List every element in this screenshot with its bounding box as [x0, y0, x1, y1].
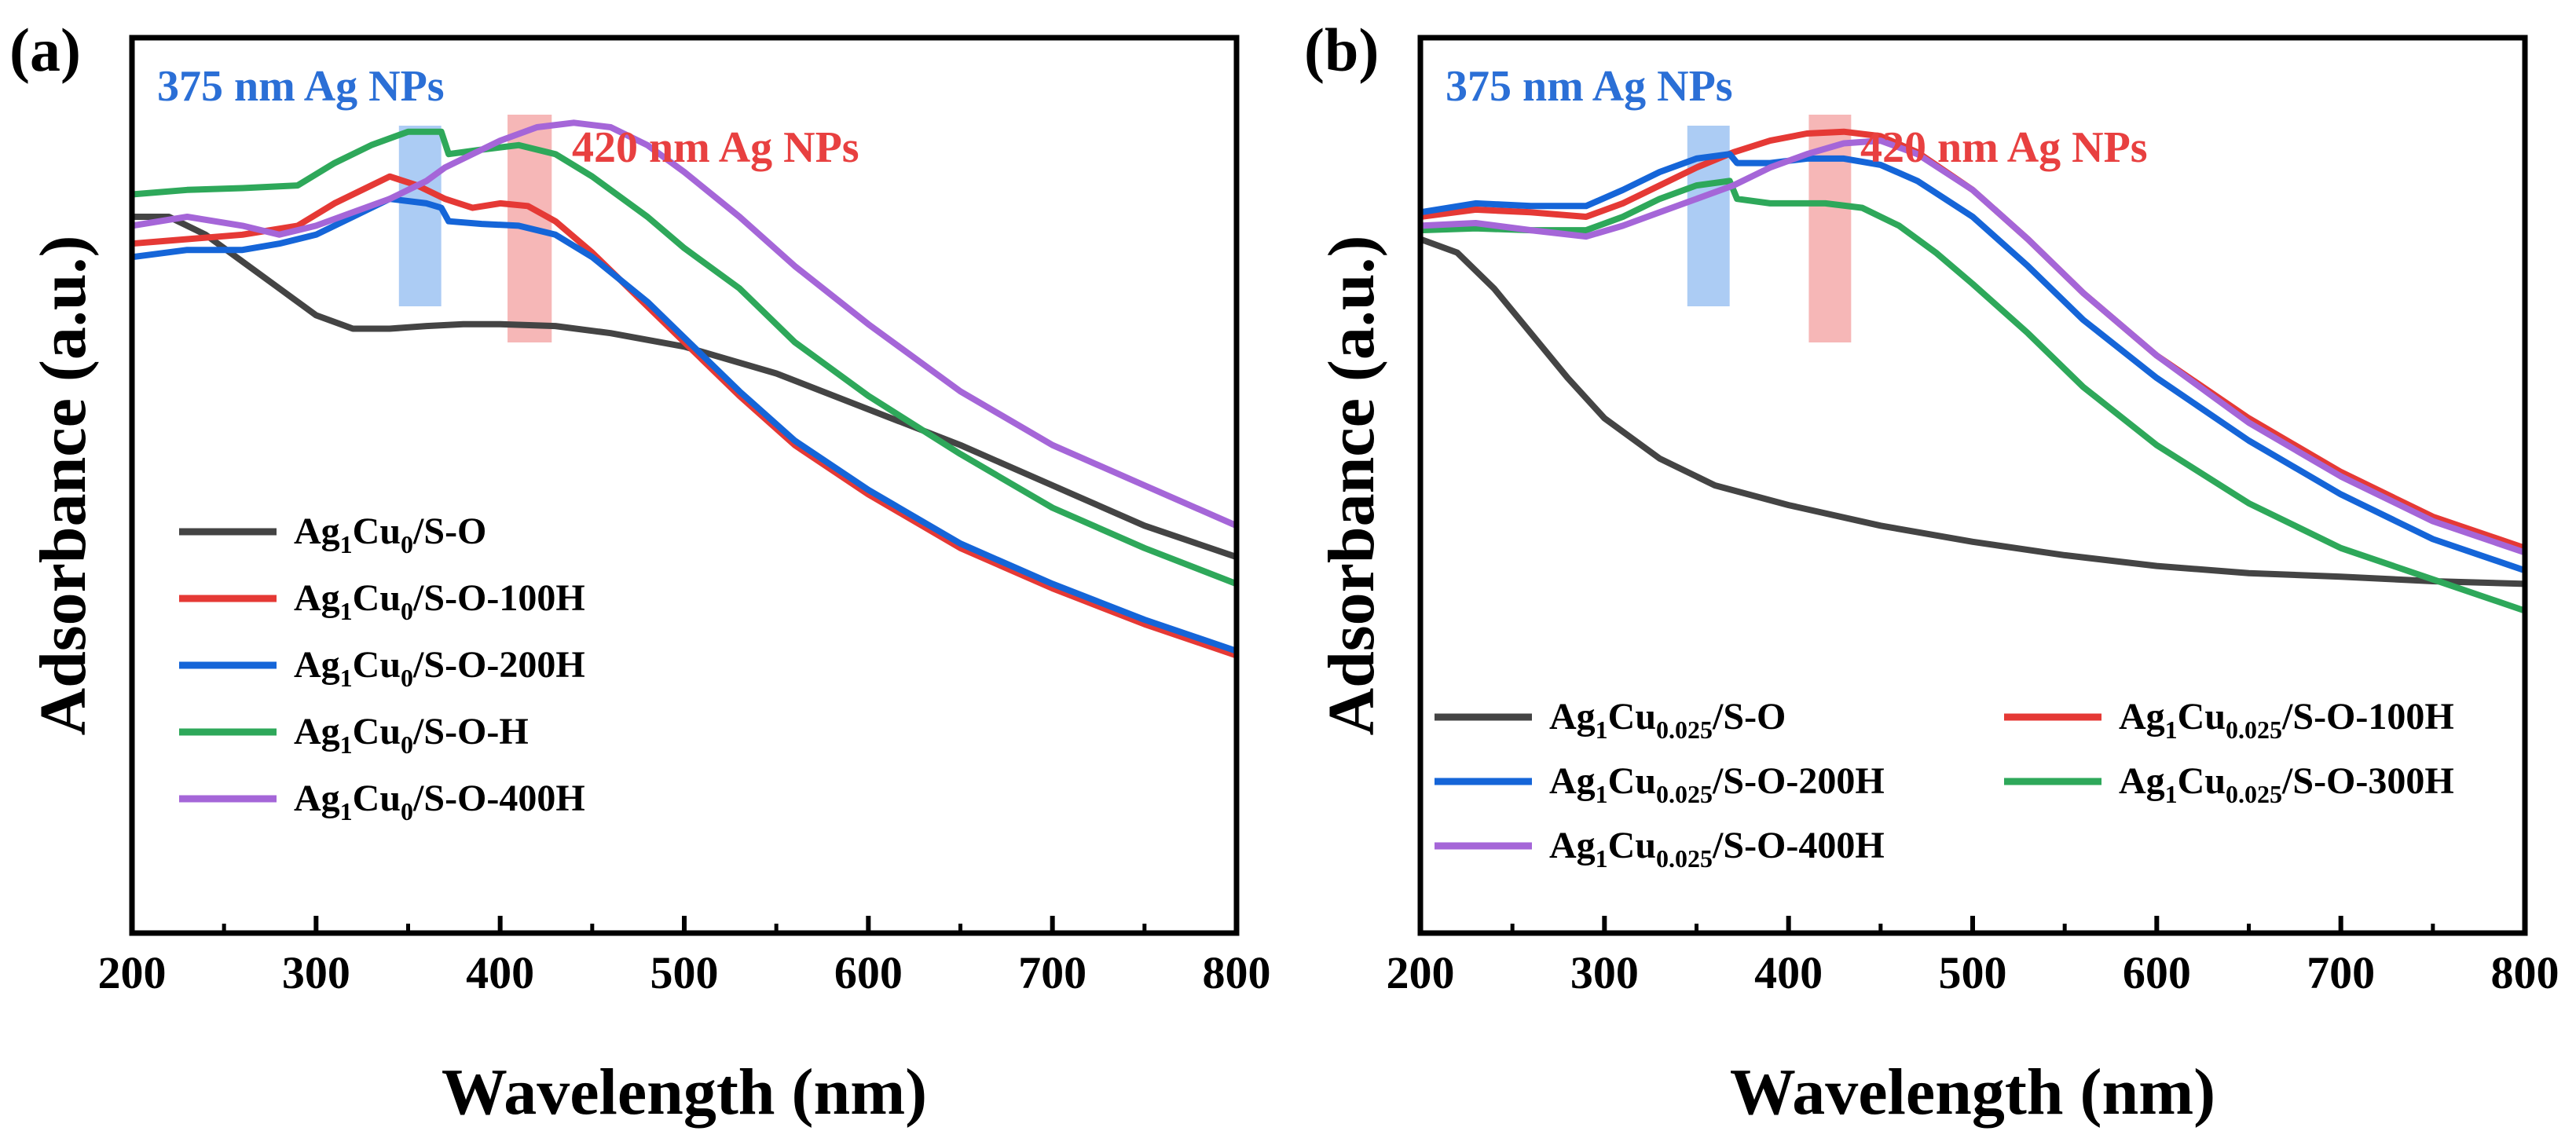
highlight-band	[398, 126, 442, 306]
x-tick-label: 600	[2123, 947, 2191, 998]
series-line	[1420, 151, 2527, 574]
legend-item: Ag1Cu0.025/S-O-400H	[1435, 825, 1885, 873]
panel-b-annotation-375: 375 nm Ag NPs	[1446, 62, 1733, 111]
panel-a: (a) 200 300 400 500 600 700 800 375 nm Ag NPs …	[9, 16, 1271, 1129]
x-tick-label: 300	[1570, 947, 1639, 998]
panel-b: (b) 200 300 400 500 600 700 800 375 nm Ag NPs …	[1304, 16, 2560, 1129]
legend-item: Ag1Cu0/S-O	[179, 511, 486, 558]
panel-b-annotation-420: 420 nm Ag NPs	[1860, 123, 2148, 172]
panel-b-series	[1419, 128, 2527, 614]
x-tick-label: 700	[2307, 947, 2375, 998]
legend-label: Ag1Cu0/S-O-100H	[294, 577, 585, 625]
panel-b-x-axis-title: Wavelength (nm)	[1730, 1056, 2215, 1129]
panel-b-y-axis-title: Adsorbance (a.u.)	[1315, 235, 1388, 735]
legend-label: Ag1Cu0/S-O	[294, 511, 486, 558]
legend-label: Ag1Cu0.025/S-O-400H	[1549, 825, 1885, 873]
panel-a-legend: Ag1Cu0/S-O Ag1Cu0/S-O-100H Ag1Cu0/S-O-200H…	[179, 511, 585, 825]
x-tick-label: 700	[1018, 947, 1086, 998]
legend-label: Ag1Cu0/S-O-200H	[294, 644, 585, 692]
legend-label: Ag1Cu0.025/S-O-100H	[2119, 696, 2454, 744]
legend-item: Ag1Cu0/S-O-100H	[179, 577, 585, 625]
panel-a-y-axis-title: Adsorbance (a.u.)	[27, 235, 100, 735]
x-tick-label: 600	[834, 947, 903, 998]
legend-item: Ag1Cu0/S-O-400H	[179, 778, 585, 825]
panel-a-annotation-420: 420 nm Ag NPs	[572, 123, 859, 172]
x-tick-label: 800	[2491, 947, 2560, 998]
panel-b-x-ticks: 200 300 400 500 600 700 800	[1387, 916, 2560, 998]
x-tick-label: 200	[1387, 947, 1455, 998]
panel-b-legend: Ag1Cu0.025/S-O Ag1Cu0.025/S-O-100H Ag1Cu0.…	[1435, 696, 2454, 873]
panel-b-letter: (b)	[1304, 16, 1379, 84]
x-tick-label: 500	[1939, 947, 2007, 998]
series-line	[132, 214, 1238, 560]
x-tick-label: 800	[1203, 947, 1271, 998]
legend-label: Ag1Cu0/S-O-400H	[294, 778, 585, 825]
legend-label: Ag1Cu0.025/S-O-300H	[2119, 760, 2454, 808]
series-line	[1420, 137, 2527, 556]
legend-item: Ag1Cu0/S-O-H	[179, 711, 529, 759]
series-line	[1420, 178, 2527, 614]
x-tick-label: 200	[98, 947, 167, 998]
legend-item: Ag1Cu0/S-O-200H	[179, 644, 585, 692]
panel-a-series	[131, 119, 1238, 659]
legend-item: Ag1Cu0.025/S-O-200H	[1435, 760, 1885, 808]
panel-a-letter: (a)	[9, 16, 81, 84]
legend-item: Ag1Cu0.025/S-O	[1435, 696, 1786, 744]
legend-item: Ag1Cu0.025/S-O-100H	[2004, 696, 2454, 744]
x-tick-label: 500	[650, 947, 719, 998]
legend-label: Ag1Cu0/S-O-H	[294, 711, 529, 759]
legend-item: Ag1Cu0.025/S-O-300H	[2004, 760, 2454, 808]
x-tick-label: 300	[282, 947, 350, 998]
series-line	[1419, 236, 2526, 587]
series-line	[131, 196, 1238, 654]
legend-label: Ag1Cu0.025/S-O	[1549, 696, 1786, 744]
panel-a-annotation-375: 375 nm Ag NPs	[157, 62, 445, 111]
panel-a-x-axis-title: Wavelength (nm)	[442, 1056, 927, 1129]
x-tick-label: 400	[1754, 947, 1823, 998]
series-line	[131, 128, 1238, 587]
legend-label: Ag1Cu0.025/S-O-200H	[1549, 760, 1885, 808]
x-tick-label: 400	[466, 947, 534, 998]
series-line	[131, 173, 1238, 659]
panel-a-x-ticks: 200 300 400 500 600 700 800	[98, 916, 1271, 998]
series-line	[131, 119, 1238, 529]
